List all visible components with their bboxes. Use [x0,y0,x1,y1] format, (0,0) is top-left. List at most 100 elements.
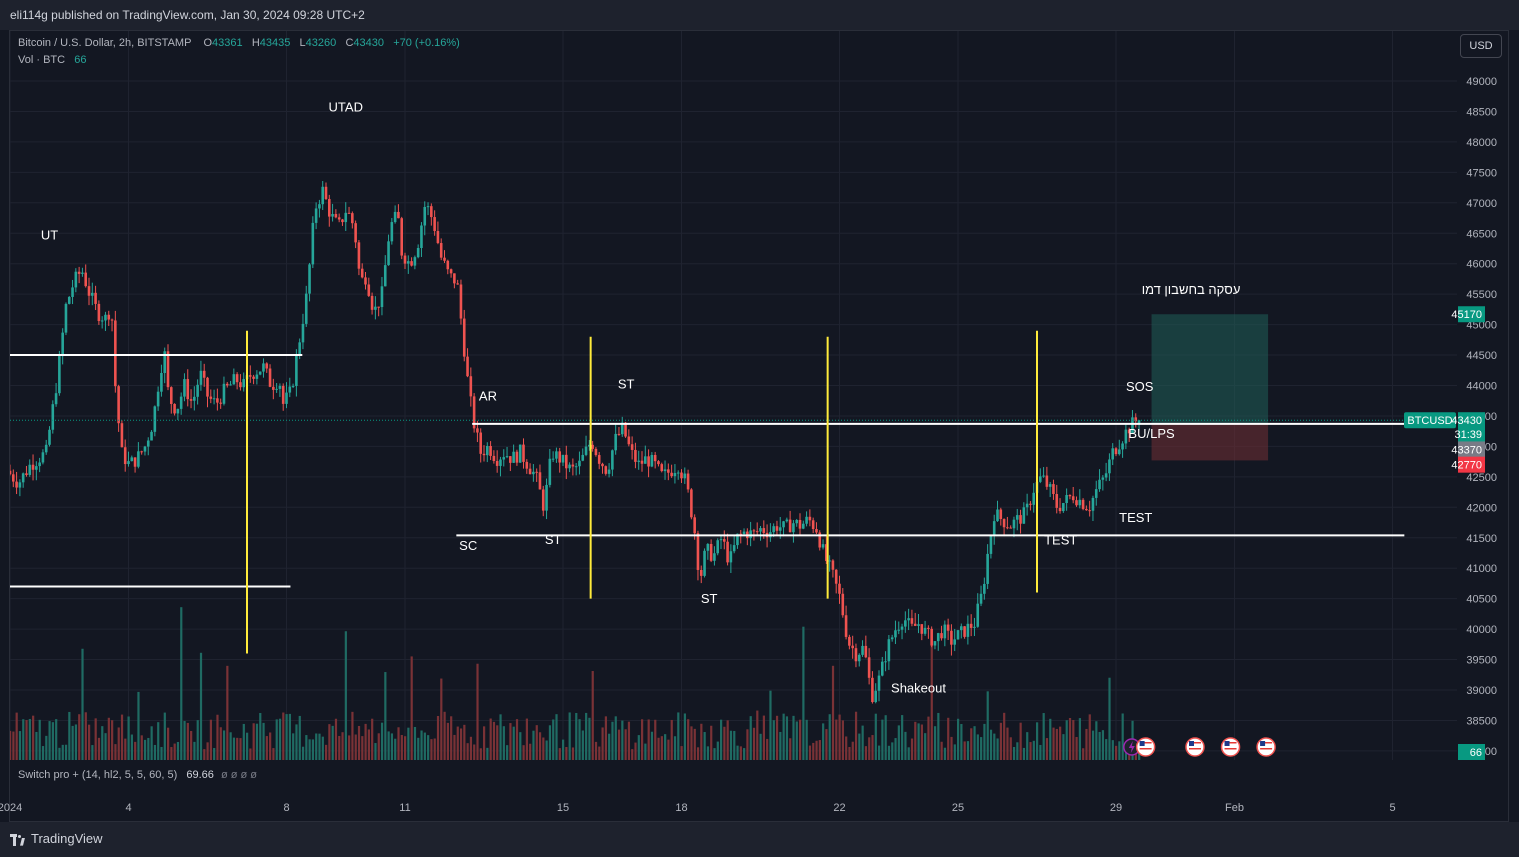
candle [374,296,377,320]
candle [1055,484,1059,514]
candle-body [321,186,325,205]
candle-body [986,553,989,584]
volume-bar [631,749,634,760]
volume-bar [334,718,338,760]
candle-body [143,446,147,452]
candle [515,449,519,466]
volume-bar [706,746,710,760]
volume-bar [736,745,739,760]
candle-body [67,296,71,304]
currency-button[interactable]: USD [1460,34,1502,58]
candle [844,605,848,640]
candle [900,623,904,640]
volume-bar [18,731,22,760]
candle-body [97,303,101,321]
candle [940,625,943,641]
candle-body [607,469,611,474]
candle [143,445,147,456]
x-tick-label: 22 [833,802,845,814]
candle [815,522,818,535]
candle [923,620,927,636]
us-flag-event-icon[interactable] [1220,737,1241,757]
candle [956,629,960,640]
candle [946,618,950,641]
candle [390,217,394,245]
volume-bar [71,725,74,760]
volume-bar [348,735,351,760]
volume-bar [841,720,844,760]
volume-bar [28,718,31,760]
candle-body [104,314,107,321]
annotation-label: TEST [1119,510,1152,525]
candle-body [683,473,687,479]
candle-body [94,292,97,304]
candle-body [51,404,55,430]
candle [782,520,785,537]
candle [459,279,463,325]
volume-bar [476,663,479,760]
volume-bar [1042,713,1045,760]
candle [485,442,489,463]
candle [861,640,864,657]
candle [479,428,483,463]
candle-body [561,454,565,463]
volume-bar [410,656,413,760]
us-flag-event-icon[interactable] [1135,737,1156,757]
candle [173,403,176,416]
us-flag-event-icon[interactable] [1185,737,1205,757]
candle [21,472,25,488]
volume-bar [473,744,476,760]
volume-bar [104,733,107,760]
candle-body [749,530,752,539]
candle [805,511,808,527]
us-flag-event-icon[interactable] [1256,737,1276,757]
volume-label[interactable]: Vol · BTC [18,54,66,66]
candle [127,451,130,467]
volume-bar [456,726,459,760]
candle-body [798,519,802,529]
indicator-zeros: ø ø ø ø [220,769,257,781]
indicator-legend[interactable]: Switch pro + (14, hl2, 5, 5, 60, 5) 69.6… [18,769,257,781]
symbol-title[interactable]: Bitcoin / U.S. Dollar, 2h, BITSTAMP [18,37,192,49]
volume-bar [41,746,45,760]
candle-body [140,451,143,453]
bottom-bar [0,822,1519,857]
volume-bar [933,726,937,760]
volume-bar [311,739,315,760]
candle [969,614,973,637]
candle [818,530,822,551]
volume-bar [390,733,394,760]
candle [594,447,598,457]
volume-bar [446,722,449,760]
flag-stripe [1139,745,1152,747]
candle [617,426,621,436]
volume-bar [305,735,308,760]
candle [880,656,884,677]
candle [1042,467,1045,478]
candle [871,671,874,704]
volume-bar [325,744,328,760]
volume-bar [624,729,627,760]
tradingview-logo[interactable]: TradingView [10,831,103,846]
candle [535,468,538,482]
candle-body [485,445,489,456]
candle [239,374,242,391]
volume-bar [924,733,927,760]
volume-bar [868,737,871,760]
volume-bar [562,739,565,760]
indicator-name[interactable]: Switch pro + (14, hl2, 5, 5, 60, 5) [18,769,178,781]
volume-bar [423,732,426,760]
candle [44,439,48,455]
candle-body [1042,475,1045,477]
candle [318,199,321,218]
candle [90,282,94,306]
candle [179,392,183,415]
flag-canton [1189,741,1194,746]
candle-body [650,454,654,467]
candle-body [1025,503,1029,508]
candle [31,454,35,481]
candle [285,382,288,409]
candle-body [920,624,924,634]
candle [48,426,51,447]
